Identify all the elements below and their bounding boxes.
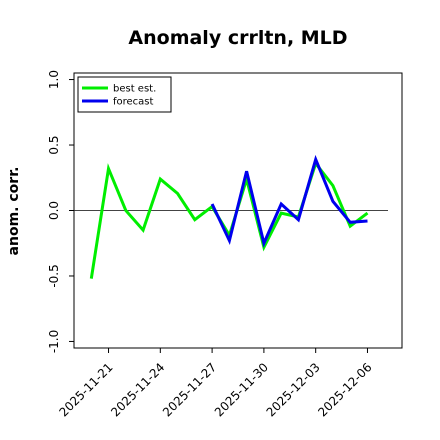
series-line-best-est	[89, 160, 369, 279]
x-axis: 2025-11-212025-11-242025-11-272025-11-30…	[56, 348, 375, 419]
y-tick-label: -1.0	[47, 330, 61, 353]
y-tick-label: 1.0	[47, 70, 61, 89]
x-tick-label: 2025-11-21	[56, 360, 115, 419]
y-axis-label: anom. corr.	[6, 167, 22, 256]
legend-label: best est.	[113, 84, 156, 95]
x-tick-label: 2025-12-06	[315, 360, 374, 419]
chart-title: Anomaly crrltn, MLD	[128, 27, 347, 49]
x-tick-label: 2025-12-03	[264, 360, 323, 419]
y-tick-label: 0.0	[47, 201, 61, 220]
x-tick-label: 2025-11-24	[108, 360, 167, 419]
x-tick-label: 2025-11-30	[212, 360, 271, 419]
legend: best est. forecast	[77, 76, 172, 113]
y-axis: -1.0 -0.5 0.0 0.5 1.0	[47, 70, 74, 353]
series-line-forecast	[210, 154, 368, 248]
y-tick-label: 0.5	[47, 135, 61, 154]
y-tick-label: -0.5	[47, 264, 61, 287]
x-tick-label: 2025-11-27	[160, 360, 219, 419]
legend-label: forecast	[113, 97, 154, 108]
plot-lines	[74, 154, 388, 279]
legend-box	[77, 76, 172, 113]
